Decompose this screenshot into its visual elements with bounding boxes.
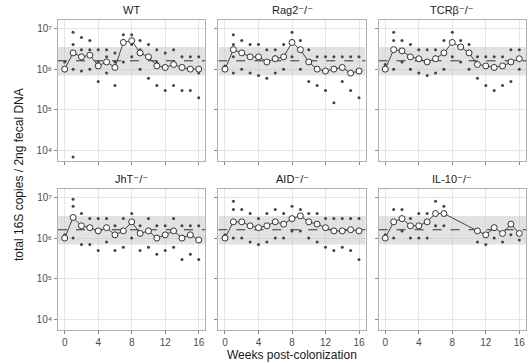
svg-text:10⁴: 10⁴ <box>37 314 52 325</box>
svg-text:12: 12 <box>480 337 492 348</box>
svg-text:8: 8 <box>129 337 135 348</box>
svg-text:IL-10⁻/⁻: IL-10⁻/⁻ <box>432 173 472 185</box>
svg-text:Rag2⁻/⁻: Rag2⁻/⁻ <box>272 4 313 16</box>
svg-text:JhT⁻/⁻: JhT⁻/⁻ <box>115 173 148 185</box>
svg-text:12: 12 <box>320 337 332 348</box>
svg-text:10⁴: 10⁴ <box>37 145 52 156</box>
svg-text:Weeks post-colonization: Weeks post-colonization <box>227 348 357 362</box>
svg-text:12: 12 <box>160 337 172 348</box>
svg-text:10⁶: 10⁶ <box>37 233 52 244</box>
svg-text:16: 16 <box>353 337 365 348</box>
svg-text:4: 4 <box>95 337 101 348</box>
svg-text:10⁷: 10⁷ <box>37 192 52 203</box>
svg-text:8: 8 <box>450 337 456 348</box>
svg-text:10⁵: 10⁵ <box>37 104 52 115</box>
svg-text:TCRβ⁻/⁻: TCRβ⁻/⁻ <box>430 4 474 16</box>
svg-text:4: 4 <box>416 337 422 348</box>
svg-text:10⁷: 10⁷ <box>37 23 52 34</box>
svg-text:0: 0 <box>382 337 388 348</box>
svg-text:AID⁻/⁻: AID⁻/⁻ <box>276 173 309 185</box>
svg-text:WT: WT <box>123 4 140 16</box>
svg-text:4: 4 <box>256 337 262 348</box>
svg-text:16: 16 <box>193 337 205 348</box>
svg-text:0: 0 <box>62 337 68 348</box>
svg-text:10⁵: 10⁵ <box>37 273 52 284</box>
svg-text:16: 16 <box>514 337 526 348</box>
svg-text:total 16S copies / 2ng fecal D: total 16S copies / 2ng fecal DNA <box>12 88 26 261</box>
svg-text:10⁶: 10⁶ <box>37 64 52 75</box>
svg-text:8: 8 <box>289 337 295 348</box>
svg-text:0: 0 <box>222 337 228 348</box>
